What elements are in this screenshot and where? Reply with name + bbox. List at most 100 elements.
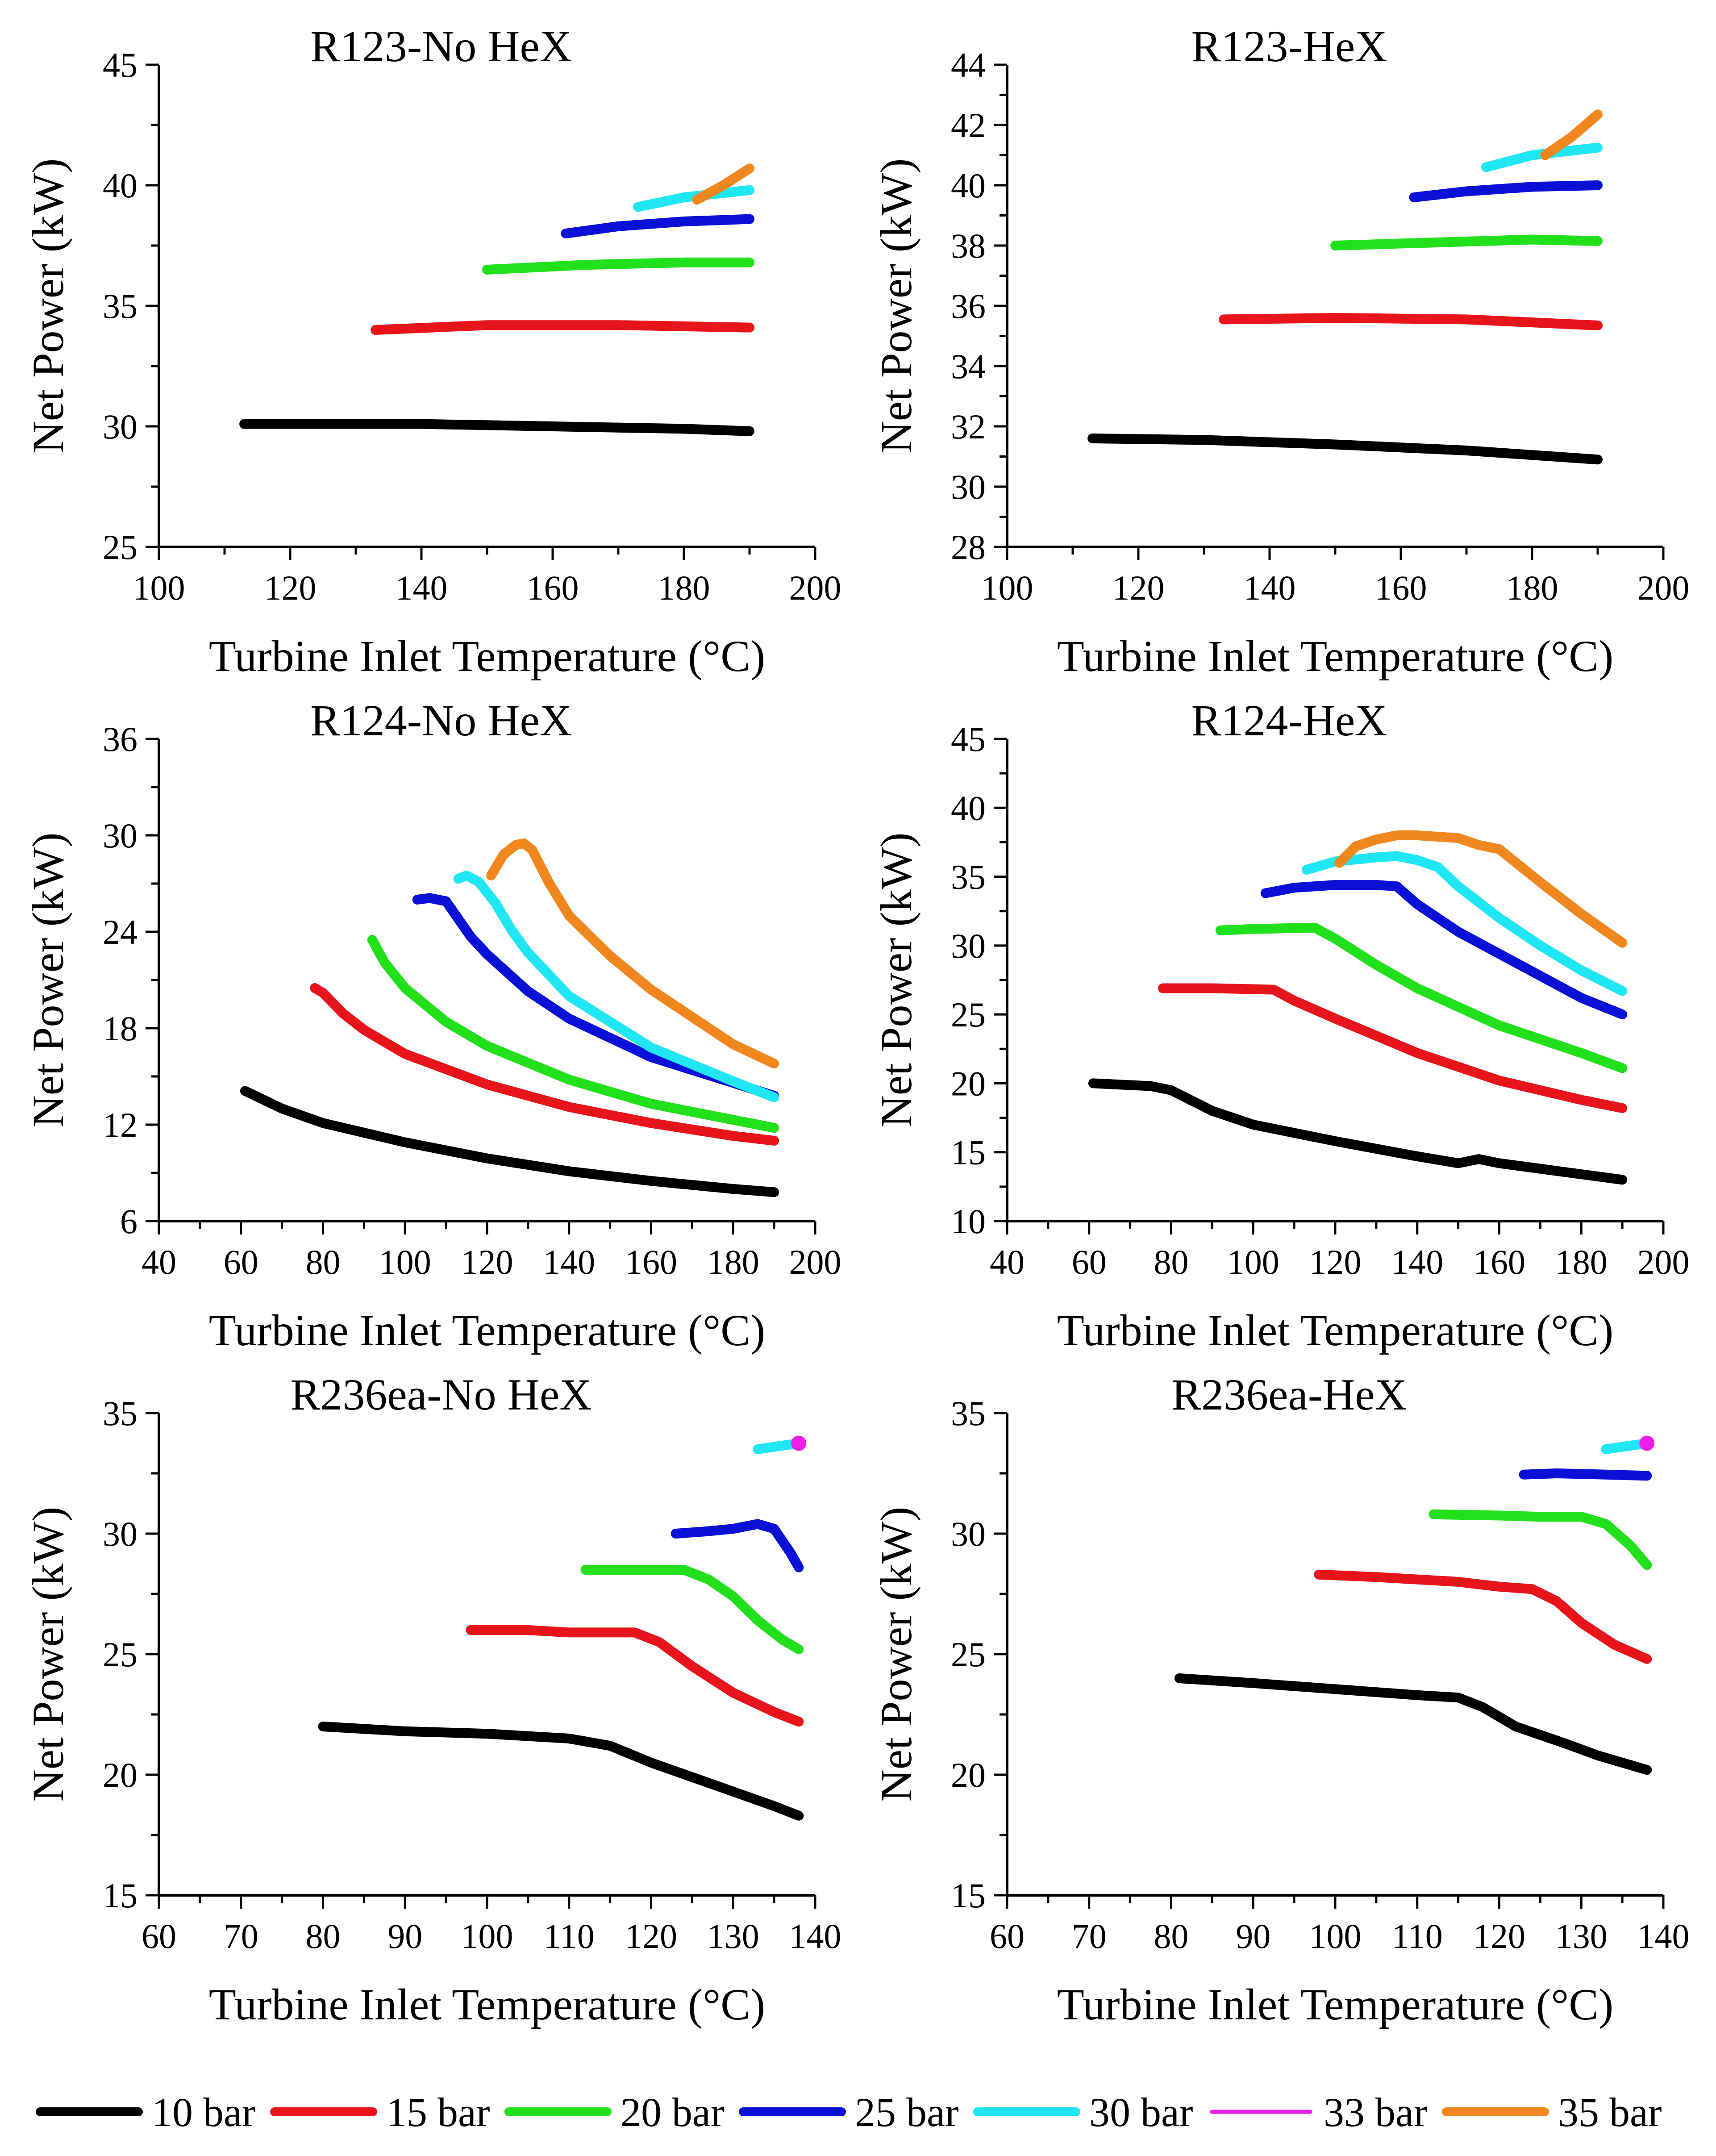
y-tick-label: 10 bbox=[951, 1202, 986, 1241]
y-tick-label: 30 bbox=[103, 816, 137, 855]
y-tick-label: 6 bbox=[120, 1202, 137, 1241]
series-30-bar-line bbox=[633, 185, 754, 212]
y-tick-label: 20 bbox=[951, 1064, 986, 1103]
series-35-bar-line bbox=[1540, 109, 1603, 160]
y-tick-label: 30 bbox=[951, 1514, 986, 1553]
y-tick-label: 30 bbox=[103, 1514, 137, 1553]
legend-label-30-bar: 30 bar bbox=[1089, 2089, 1193, 2135]
y-tick-label: 12 bbox=[103, 1105, 137, 1144]
series-15-bar-line bbox=[1158, 983, 1628, 1113]
x-tick-label: 180 bbox=[658, 568, 710, 607]
legend-label-25-bar: 25 bar bbox=[855, 2089, 958, 2135]
x-tick-label: 80 bbox=[306, 1917, 341, 1956]
x-tick-label: 100 bbox=[379, 1243, 431, 1281]
panel-r123-hex: 100 120 140 160 180 200 28 30 32 34 36 38 40 42 44 Turb… bbox=[871, 21, 1690, 681]
x-tick-label: 60 bbox=[142, 1917, 176, 1956]
x-tick-label: 120 bbox=[1112, 568, 1165, 607]
series-10-bar-line bbox=[1088, 1078, 1628, 1185]
x-tick-label: 40 bbox=[142, 1243, 176, 1281]
series-10-bar-line bbox=[1087, 434, 1603, 465]
y-tick-label: 40 bbox=[951, 788, 986, 827]
y-tick-label: 25 bbox=[951, 1635, 986, 1674]
panels-group: 100 120 140 160 180 200 25 30 35 40 45 Turbine Inle… bbox=[23, 21, 1690, 2029]
panel-title: R124-No HeX bbox=[310, 696, 572, 745]
series-30-bar-line bbox=[1301, 851, 1628, 996]
series-20-bar-line bbox=[1330, 234, 1603, 250]
series-10-bar-line bbox=[1174, 1673, 1652, 1775]
x-tick-label: 60 bbox=[1072, 1243, 1107, 1281]
x-axis-title: Turbine Inlet Temperature (°C) bbox=[209, 631, 766, 681]
y-tick-label: 15 bbox=[103, 1876, 137, 1915]
panel-r123-no-hex: 100 120 140 160 180 200 25 30 35 40 45 Turbine Inle… bbox=[23, 21, 841, 681]
x-tick-label: 160 bbox=[527, 568, 579, 607]
series-20-bar-line bbox=[367, 935, 779, 1133]
x-tick-label: 120 bbox=[625, 1917, 677, 1956]
y-axis-title: Net Power (kW) bbox=[871, 158, 921, 454]
series-15-bar-line bbox=[466, 1625, 804, 1727]
legend-label-35-bar: 35 bar bbox=[1558, 2089, 1662, 2135]
y-tick-label: 42 bbox=[951, 106, 986, 145]
series-33-bar-point bbox=[1639, 1435, 1655, 1451]
x-tick-label: 90 bbox=[1236, 1917, 1270, 1956]
y-tick-label: 20 bbox=[951, 1756, 986, 1794]
legend-label-15-bar: 15 bar bbox=[386, 2089, 490, 2135]
series-30-bar-line bbox=[1481, 142, 1603, 172]
x-tick-label: 100 bbox=[1309, 1917, 1362, 1956]
x-tick-label: 140 bbox=[543, 1243, 595, 1281]
series-25-bar-line bbox=[671, 1519, 804, 1572]
legend: 10 bar 15 bar 20 bar 25 bar 30 bar 33 bar 35 b… bbox=[36, 2089, 1662, 2135]
y-tick-label: 44 bbox=[951, 46, 986, 84]
x-tick-label: 160 bbox=[1375, 568, 1427, 607]
x-tick-label: 180 bbox=[707, 1243, 759, 1281]
panel-r124-no-hex: 40 60 80 100 120 140 160 180 200 6 12 18 24 30 36 Turbi… bbox=[23, 696, 841, 1355]
panel-title: R236ea-HeX bbox=[1171, 1370, 1407, 1419]
y-tick-label: 25 bbox=[103, 528, 137, 567]
x-tick-label: 130 bbox=[707, 1917, 759, 1956]
panel-title: R123-HeX bbox=[1191, 21, 1387, 71]
y-tick-label: 35 bbox=[951, 1394, 986, 1433]
series-35-bar-line bbox=[692, 163, 754, 205]
series-15-bar-line bbox=[310, 983, 779, 1146]
y-tick-label: 35 bbox=[103, 287, 137, 325]
y-tick-label: 45 bbox=[951, 720, 986, 759]
series-20-bar-line bbox=[1429, 1509, 1652, 1570]
x-axis-title: Turbine Inlet Temperature (°C) bbox=[209, 1980, 766, 2029]
x-tick-label: 120 bbox=[1473, 1917, 1525, 1956]
x-tick-label: 120 bbox=[264, 568, 317, 607]
y-tick-label: 15 bbox=[951, 1133, 986, 1172]
x-axis-title: Turbine Inlet Temperature (°C) bbox=[209, 1305, 766, 1355]
series-25-bar-line bbox=[1409, 180, 1603, 202]
y-tick-label: 15 bbox=[951, 1876, 986, 1915]
y-tick-label: 35 bbox=[103, 1394, 137, 1433]
x-tick-label: 100 bbox=[461, 1917, 513, 1956]
x-tick-label: 110 bbox=[1392, 1917, 1443, 1956]
series-35-bar-line bbox=[486, 838, 779, 1069]
x-tick-label: 90 bbox=[387, 1917, 422, 1956]
y-axis-title: Net Power (kW) bbox=[23, 833, 73, 1128]
y-tick-label: 36 bbox=[951, 287, 986, 325]
x-tick-label: 120 bbox=[1309, 1243, 1362, 1281]
y-tick-label: 24 bbox=[103, 913, 137, 951]
y-tick-label: 36 bbox=[103, 720, 137, 759]
x-tick-label: 40 bbox=[990, 1243, 1025, 1281]
x-tick-label: 80 bbox=[306, 1243, 341, 1281]
x-tick-label: 100 bbox=[1227, 1243, 1279, 1281]
panel-r236ea-no-hex: 60 70 80 90 100 110 120 130 140 15 20 25 30 35 Turbine… bbox=[23, 1370, 841, 2029]
y-tick-label: 45 bbox=[103, 46, 137, 84]
y-tick-label: 25 bbox=[951, 995, 986, 1034]
x-tick-label: 200 bbox=[1637, 568, 1690, 607]
y-tick-label: 40 bbox=[103, 166, 137, 205]
x-tick-label: 160 bbox=[625, 1243, 677, 1281]
series-10-bar-line bbox=[240, 1086, 779, 1197]
series-20-bar-line bbox=[580, 1565, 804, 1655]
x-tick-label: 130 bbox=[1555, 1917, 1608, 1956]
series-15-bar-line bbox=[371, 320, 754, 335]
x-tick-label: 140 bbox=[1244, 568, 1296, 607]
series-10-bar-line bbox=[239, 419, 754, 436]
panel-title: R124-HeX bbox=[1191, 696, 1387, 745]
y-tick-label: 30 bbox=[103, 407, 137, 446]
legend-label-10-bar: 10 bar bbox=[152, 2089, 255, 2135]
y-axis-title: Net Power (kW) bbox=[871, 833, 921, 1128]
series-25-bar-line bbox=[561, 214, 754, 238]
y-tick-label: 30 bbox=[951, 467, 986, 506]
